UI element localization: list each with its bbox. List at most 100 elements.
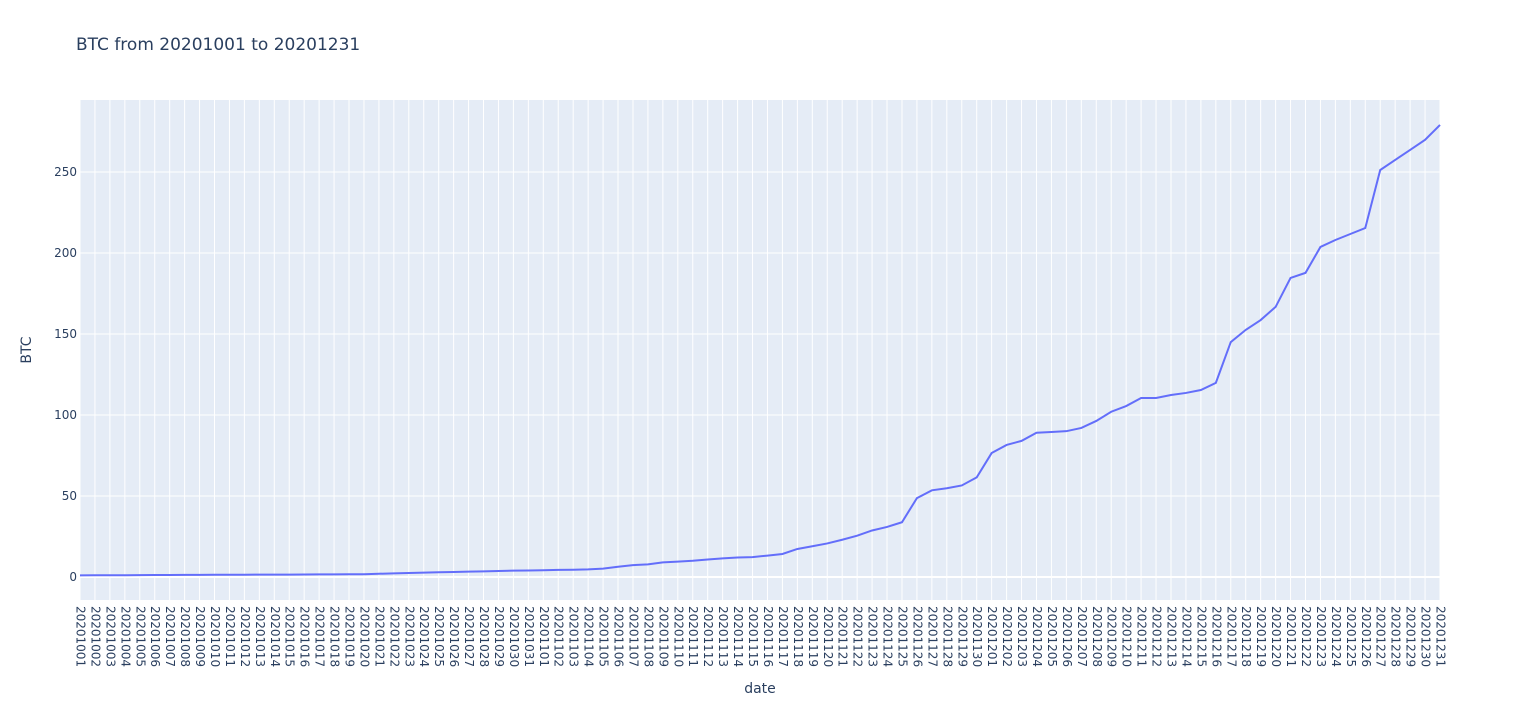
x-tick-label: 20201002 [88, 606, 102, 667]
x-tick-label: 20201224 [1329, 606, 1343, 667]
x-axis-title: date [744, 681, 776, 697]
x-tick-label: 20201115 [746, 606, 760, 667]
x-tick-label: 20201020 [357, 606, 371, 667]
y-tick-label: 150 [54, 327, 77, 341]
x-tick-label: 20201114 [731, 606, 745, 667]
x-tick-label: 20201221 [1284, 606, 1298, 667]
x-tick-label: 20201219 [1254, 606, 1268, 667]
x-tick-label: 20201018 [328, 606, 342, 667]
x-tick-label: 20201205 [1045, 606, 1059, 667]
x-tick-label: 20201126 [910, 606, 924, 667]
y-axis-title: BTC [19, 336, 35, 363]
x-tick-label: 20201031 [522, 606, 536, 667]
x-tick-label: 20201207 [1075, 606, 1089, 667]
x-tick-label: 20201128 [940, 606, 954, 667]
x-tick-label: 20201229 [1404, 606, 1418, 667]
x-tick-label: 20201123 [866, 606, 880, 667]
x-tick-label: 20201214 [1179, 606, 1193, 667]
x-tick-label: 20201228 [1389, 606, 1403, 667]
x-tick-label: 20201203 [1015, 606, 1029, 667]
x-tick-label: 20201003 [103, 606, 117, 667]
y-tick-label: 250 [54, 165, 77, 179]
x-tick-label: 20201006 [148, 606, 162, 667]
x-tick-label: 20201009 [193, 606, 207, 667]
x-tick-label: 20201017 [313, 606, 327, 667]
x-tick-label: 20201008 [178, 606, 192, 667]
y-tick-label: 0 [69, 570, 77, 584]
x-tick-label: 20201217 [1224, 606, 1238, 667]
x-tick-label: 20201213 [1164, 606, 1178, 667]
x-tick-label: 20201206 [1060, 606, 1074, 667]
x-tick-label: 20201028 [477, 606, 491, 667]
x-tick-label: 20201113 [716, 606, 730, 667]
x-tick-label: 20201129 [955, 606, 969, 667]
x-tick-label: 20201016 [298, 606, 312, 667]
plot-area [80, 100, 1440, 600]
x-tick-label: 20201204 [1030, 606, 1044, 667]
chart-title: BTC from 20201001 to 20201231 [76, 35, 360, 55]
x-tick-label: 20201202 [1000, 606, 1014, 667]
x-tick-label: 20201215 [1194, 606, 1208, 667]
x-tick-label: 20201119 [806, 606, 820, 667]
x-tick-label: 20201124 [881, 606, 895, 667]
x-tick-label: 20201209 [1105, 606, 1119, 667]
x-tick-label: 20201021 [372, 606, 386, 667]
x-tick-label: 20201125 [895, 606, 909, 667]
x-tick-label: 20201212 [1150, 606, 1164, 667]
x-tick-label: 20201118 [791, 606, 805, 667]
x-tick-label: 20201104 [582, 606, 596, 667]
x-tick-label: 20201010 [208, 606, 222, 667]
x-tick-label: 20201024 [417, 606, 431, 667]
x-tick-label: 20201127 [925, 606, 939, 667]
x-tick-label: 20201116 [761, 606, 775, 667]
x-tick-label: 20201108 [641, 606, 655, 667]
x-tick-label: 20201101 [537, 606, 551, 667]
x-tick-label: 20201026 [447, 606, 461, 667]
x-tick-label: 20201001 [74, 606, 88, 667]
x-tick-label: 20201004 [118, 606, 132, 667]
x-tick-label: 20201013 [253, 606, 267, 667]
line-series [79, 124, 1441, 577]
x-tick-label: 20201012 [238, 606, 252, 667]
x-tick-label: 20201231 [1434, 606, 1448, 667]
x-tick-label: 20201007 [163, 606, 177, 667]
x-tick-label: 20201005 [133, 606, 147, 667]
x-tick-label: 20201121 [836, 606, 850, 667]
x-tick-label: 20201106 [612, 606, 626, 667]
x-tick-label: 20201226 [1359, 606, 1373, 667]
x-tick-label: 20201117 [776, 606, 790, 667]
x-tick-label: 20201112 [701, 606, 715, 667]
x-tick-label: 20201230 [1419, 606, 1433, 667]
y-tick-label: 100 [54, 408, 77, 422]
x-tick-label: 20201102 [552, 606, 566, 667]
x-tick-label: 20201019 [343, 606, 357, 667]
x-tick-label: 20201225 [1344, 606, 1358, 667]
x-tick-label: 20201022 [387, 606, 401, 667]
x-tick-label: 20201110 [671, 606, 685, 667]
x-tick-label: 20201201 [985, 606, 999, 667]
x-tick-label: 20201130 [970, 606, 984, 667]
x-tick-label: 20201025 [432, 606, 446, 667]
x-tick-label: 20201111 [686, 606, 700, 667]
x-tick-label: 20201122 [851, 606, 865, 667]
x-tick-label: 20201210 [1120, 606, 1134, 667]
x-tick-label: 20201218 [1239, 606, 1253, 667]
x-tick-label: 20201103 [567, 606, 581, 667]
x-tick-label: 20201105 [597, 606, 611, 667]
x-tick-label: 20201227 [1374, 606, 1388, 667]
x-tick-label: 20201208 [1090, 606, 1104, 667]
x-tick-label: 20201211 [1135, 606, 1149, 667]
x-tick-label: 20201015 [283, 606, 297, 667]
x-tick-label: 20201220 [1269, 606, 1283, 667]
x-tick-label: 20201223 [1314, 606, 1328, 667]
x-tick-label: 20201027 [462, 606, 476, 667]
x-tick-label: 20201011 [223, 606, 237, 667]
y-tick-label: 50 [62, 489, 77, 503]
x-tick-label: 20201120 [821, 606, 835, 667]
x-tick-label: 20201109 [656, 606, 670, 667]
x-tick-label: 20201216 [1209, 606, 1223, 667]
x-tick-label: 20201029 [492, 606, 506, 667]
x-tick-label: 20201014 [268, 606, 282, 667]
x-tick-label: 20201030 [507, 606, 521, 667]
